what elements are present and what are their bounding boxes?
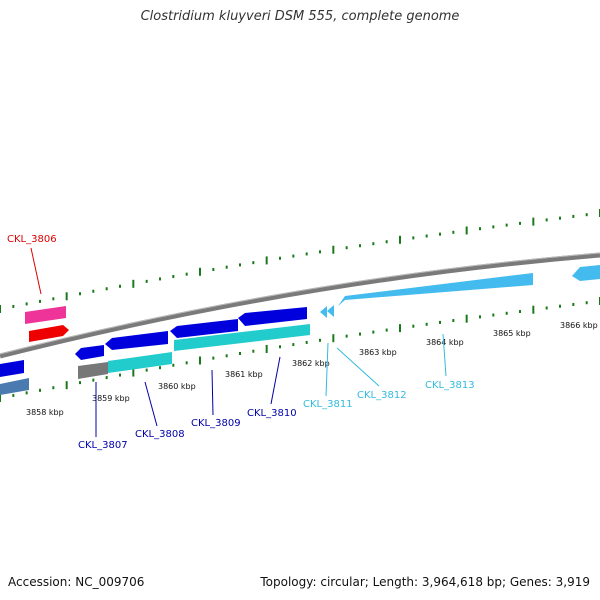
gene-label-ckl-3810: CKL_3810 — [247, 408, 297, 419]
gene-label-ckl-3809: CKL_3809 — [191, 418, 241, 429]
gene-ckl-3806-pink[interactable] — [25, 306, 66, 324]
tick-label-3866: 3866 kbp — [560, 321, 598, 330]
gene-cyan-3809[interactable] — [174, 324, 310, 351]
gene-ckl-3808[interactable] — [105, 331, 168, 350]
leader-ckl-3810 — [270, 356, 281, 405]
accession-text: Accession: NC_009706 — [8, 575, 145, 589]
leader-ckl-3811 — [325, 342, 329, 397]
tick-label-3860: 3860 kbp — [158, 382, 196, 391]
genome-backbone — [0, 252, 600, 359]
tick-label-3863: 3863 kbp — [359, 348, 397, 357]
gene-right-edge[interactable] — [572, 265, 600, 281]
gene-ckl-3811[interactable] — [320, 306, 327, 318]
genome-backbone-highlight — [0, 252, 600, 355]
lower-dot-track — [0, 297, 600, 402]
gene-ckl-3812[interactable] — [327, 305, 334, 317]
gene-label-ckl-3806: CKL_3806 — [7, 234, 57, 245]
gene-label-ckl-3812: CKL_3812 — [357, 390, 407, 401]
leader-ckl-3808 — [144, 381, 158, 427]
tick-label-3859: 3859 kbp — [92, 394, 130, 403]
tick-label-3858: 3858 kbp — [26, 408, 64, 417]
gene-label-ckl-3808: CKL_3808 — [135, 429, 185, 440]
gene-label-ckl-3807: CKL_3807 — [78, 440, 128, 451]
gene-ckl-3810[interactable] — [238, 307, 307, 326]
map-title: Clostridium kluyveri DSM 555, complete g… — [140, 9, 460, 24]
tick-label-3862: 3862 kbp — [292, 359, 330, 368]
leader-ckl-3812 — [336, 347, 380, 387]
gene-ckl-3807[interactable] — [75, 345, 104, 360]
upper-dot-track — [0, 209, 600, 313]
tick-label-3861: 3861 kbp — [225, 370, 263, 379]
gene-left-edge-steel[interactable] — [0, 378, 29, 395]
leader-ckl-3809 — [211, 369, 214, 416]
gene-cyan-3808[interactable] — [108, 352, 172, 373]
gene-gray-3807[interactable] — [78, 362, 108, 379]
leader-ckl-3813 — [442, 333, 447, 377]
tick-label-3864: 3864 kbp — [426, 338, 464, 347]
tick-label-3865: 3865 kbp — [493, 329, 531, 338]
gene-ckl-3806-red[interactable] — [29, 325, 69, 342]
gene-ckl-3813[interactable] — [338, 273, 533, 306]
genome-summary-text: Topology: circular; Length: 3,964,618 bp… — [260, 575, 590, 589]
gene-left-edge-blue[interactable] — [0, 360, 24, 377]
gene-label-ckl-3813: CKL_3813 — [425, 380, 475, 391]
gene-ckl-3809[interactable] — [170, 319, 238, 338]
leader-ckl-3806 — [30, 247, 42, 295]
gene-label-ckl-3811: CKL_3811 — [303, 399, 353, 410]
